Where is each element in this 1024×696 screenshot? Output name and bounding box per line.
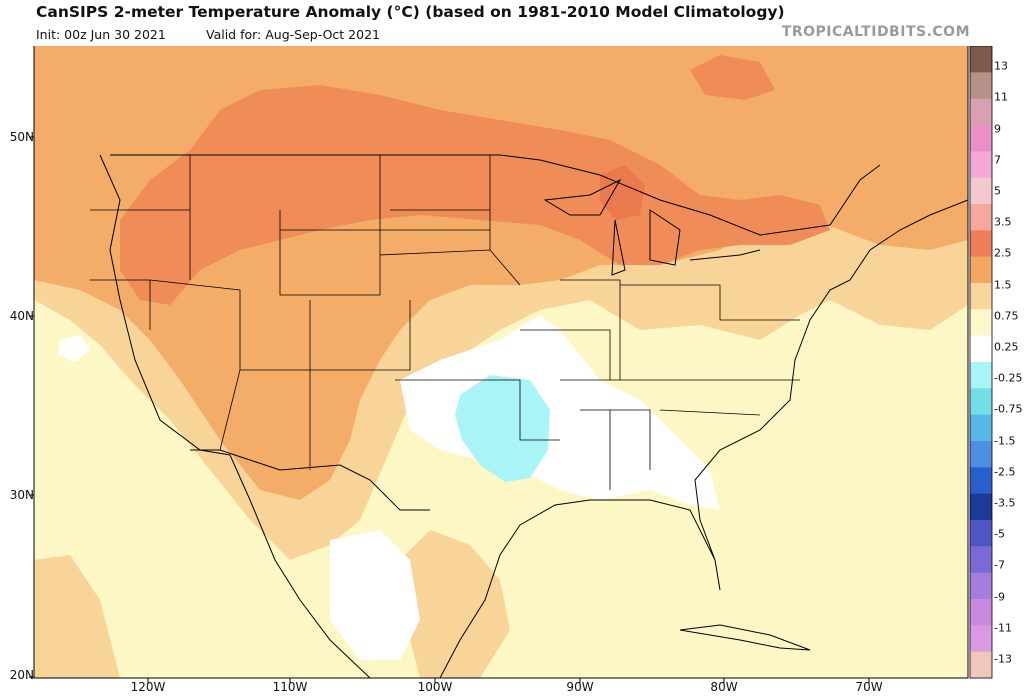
- colorbar-swatch: [970, 467, 992, 495]
- colorbar-swatch: [970, 230, 992, 258]
- colorbar-label: 1.5: [994, 278, 1012, 292]
- colorbar-label: 7: [994, 153, 1001, 167]
- colorbar-label: 3.5: [994, 215, 1012, 229]
- colorbar-swatch: [970, 72, 992, 100]
- colorbar-frame: [969, 45, 993, 679]
- header: CanSIPS 2-meter Temperature Anomaly (°C)…: [0, 0, 1024, 46]
- colorbar-swatch: [970, 493, 992, 521]
- colorbar-swatch: [970, 256, 992, 284]
- colorbar-label: -7: [994, 558, 1005, 572]
- colorbar-label: 9: [994, 122, 1001, 136]
- colorbar-swatch: [970, 414, 992, 442]
- colorbar-swatch: [970, 177, 992, 205]
- colorbar-label: -1.5: [994, 434, 1016, 448]
- longitude-label-90w: 90W: [566, 680, 594, 694]
- anomaly-field-0.75-south: [400, 530, 510, 678]
- us-canada-border: [110, 154, 881, 236]
- colorbar-swatch: [970, 98, 992, 126]
- anomaly-field-0.75-southwest: [34, 555, 120, 678]
- colorbar-swatch: [970, 204, 992, 231]
- colorbar-label: -11: [994, 621, 1012, 635]
- colorbar-swatch: [970, 151, 992, 179]
- colorbar-swatch: [970, 283, 992, 310]
- latitude-label-50n: 50N: [9, 130, 34, 144]
- colorbar: [969, 45, 993, 679]
- anomaly-field-neutral-pacific: [58, 335, 90, 362]
- colorbar-swatch: [970, 335, 992, 363]
- axis-ticks: [29, 136, 870, 683]
- cuba-outline: [679, 624, 811, 651]
- colorbar-label: 11: [994, 90, 1008, 104]
- state-borders: [90, 155, 800, 490]
- colorbar-label: -0.75: [994, 402, 1023, 416]
- colorbar-swatch: [970, 599, 992, 626]
- colorbar-label: -3.5: [994, 496, 1016, 510]
- longitude-label-120w: 120W: [130, 680, 166, 694]
- colorbar-label: 0.25: [994, 340, 1019, 354]
- anomaly-field-neutral-plains: [400, 315, 720, 510]
- colorbar-label: 13: [994, 59, 1008, 73]
- longitude-label-100w: 100W: [417, 680, 453, 694]
- anomaly-field-negative: [455, 375, 550, 482]
- anomaly-field-2.5-east: [690, 55, 775, 100]
- colorbar-label: 0.75: [994, 309, 1019, 323]
- colorbar-swatch: [970, 572, 992, 600]
- colorbar-label: 5: [994, 184, 1001, 198]
- colorbar-swatch: [970, 362, 992, 389]
- great-lakes: [543, 178, 761, 276]
- longitude-label-70w: 70W: [855, 680, 883, 694]
- colorbar-label: -13: [994, 652, 1012, 666]
- init-time: Init: 00z Jun 30 2021: [36, 27, 166, 42]
- colorbar-swatch: [970, 546, 992, 574]
- anomaly-field-2.5: [120, 85, 830, 305]
- colorbar-swatch: [970, 388, 992, 416]
- anomaly-field-neutral-mexico: [330, 530, 420, 660]
- colorbar-swatch: [970, 520, 992, 547]
- colorbar-label: -9: [994, 590, 1005, 604]
- colorbar-label: 2.5: [994, 246, 1012, 260]
- colorbar-label: -0.25: [994, 371, 1023, 385]
- valid-time: Valid for: Aug-Sep-Oct 2021: [206, 27, 380, 42]
- longitude-label-80w: 80W: [710, 680, 738, 694]
- colorbar-swatch: [970, 125, 992, 152]
- map-title: CanSIPS 2-meter Temperature Anomaly (°C)…: [36, 3, 785, 21]
- anomaly-field-3.5: [600, 165, 645, 220]
- site-brand: TROPICALTIDBITS.COM: [781, 24, 970, 40]
- colorbar-swatch: [970, 441, 992, 468]
- latitude-label-30n: 30N: [9, 488, 34, 502]
- latitude-label-20n: 20N: [9, 668, 34, 682]
- latitude-label-40n: 40N: [9, 309, 34, 323]
- colorbar-swatch: [970, 309, 992, 337]
- colorbar-swatch: [970, 625, 992, 653]
- longitude-label-110w: 110W: [272, 680, 308, 694]
- colorbar-swatch: [970, 651, 992, 679]
- colorbar-swatch: [970, 46, 992, 73]
- colorbar-label: -5: [994, 527, 1005, 541]
- colorbar-label: -2.5: [994, 465, 1016, 479]
